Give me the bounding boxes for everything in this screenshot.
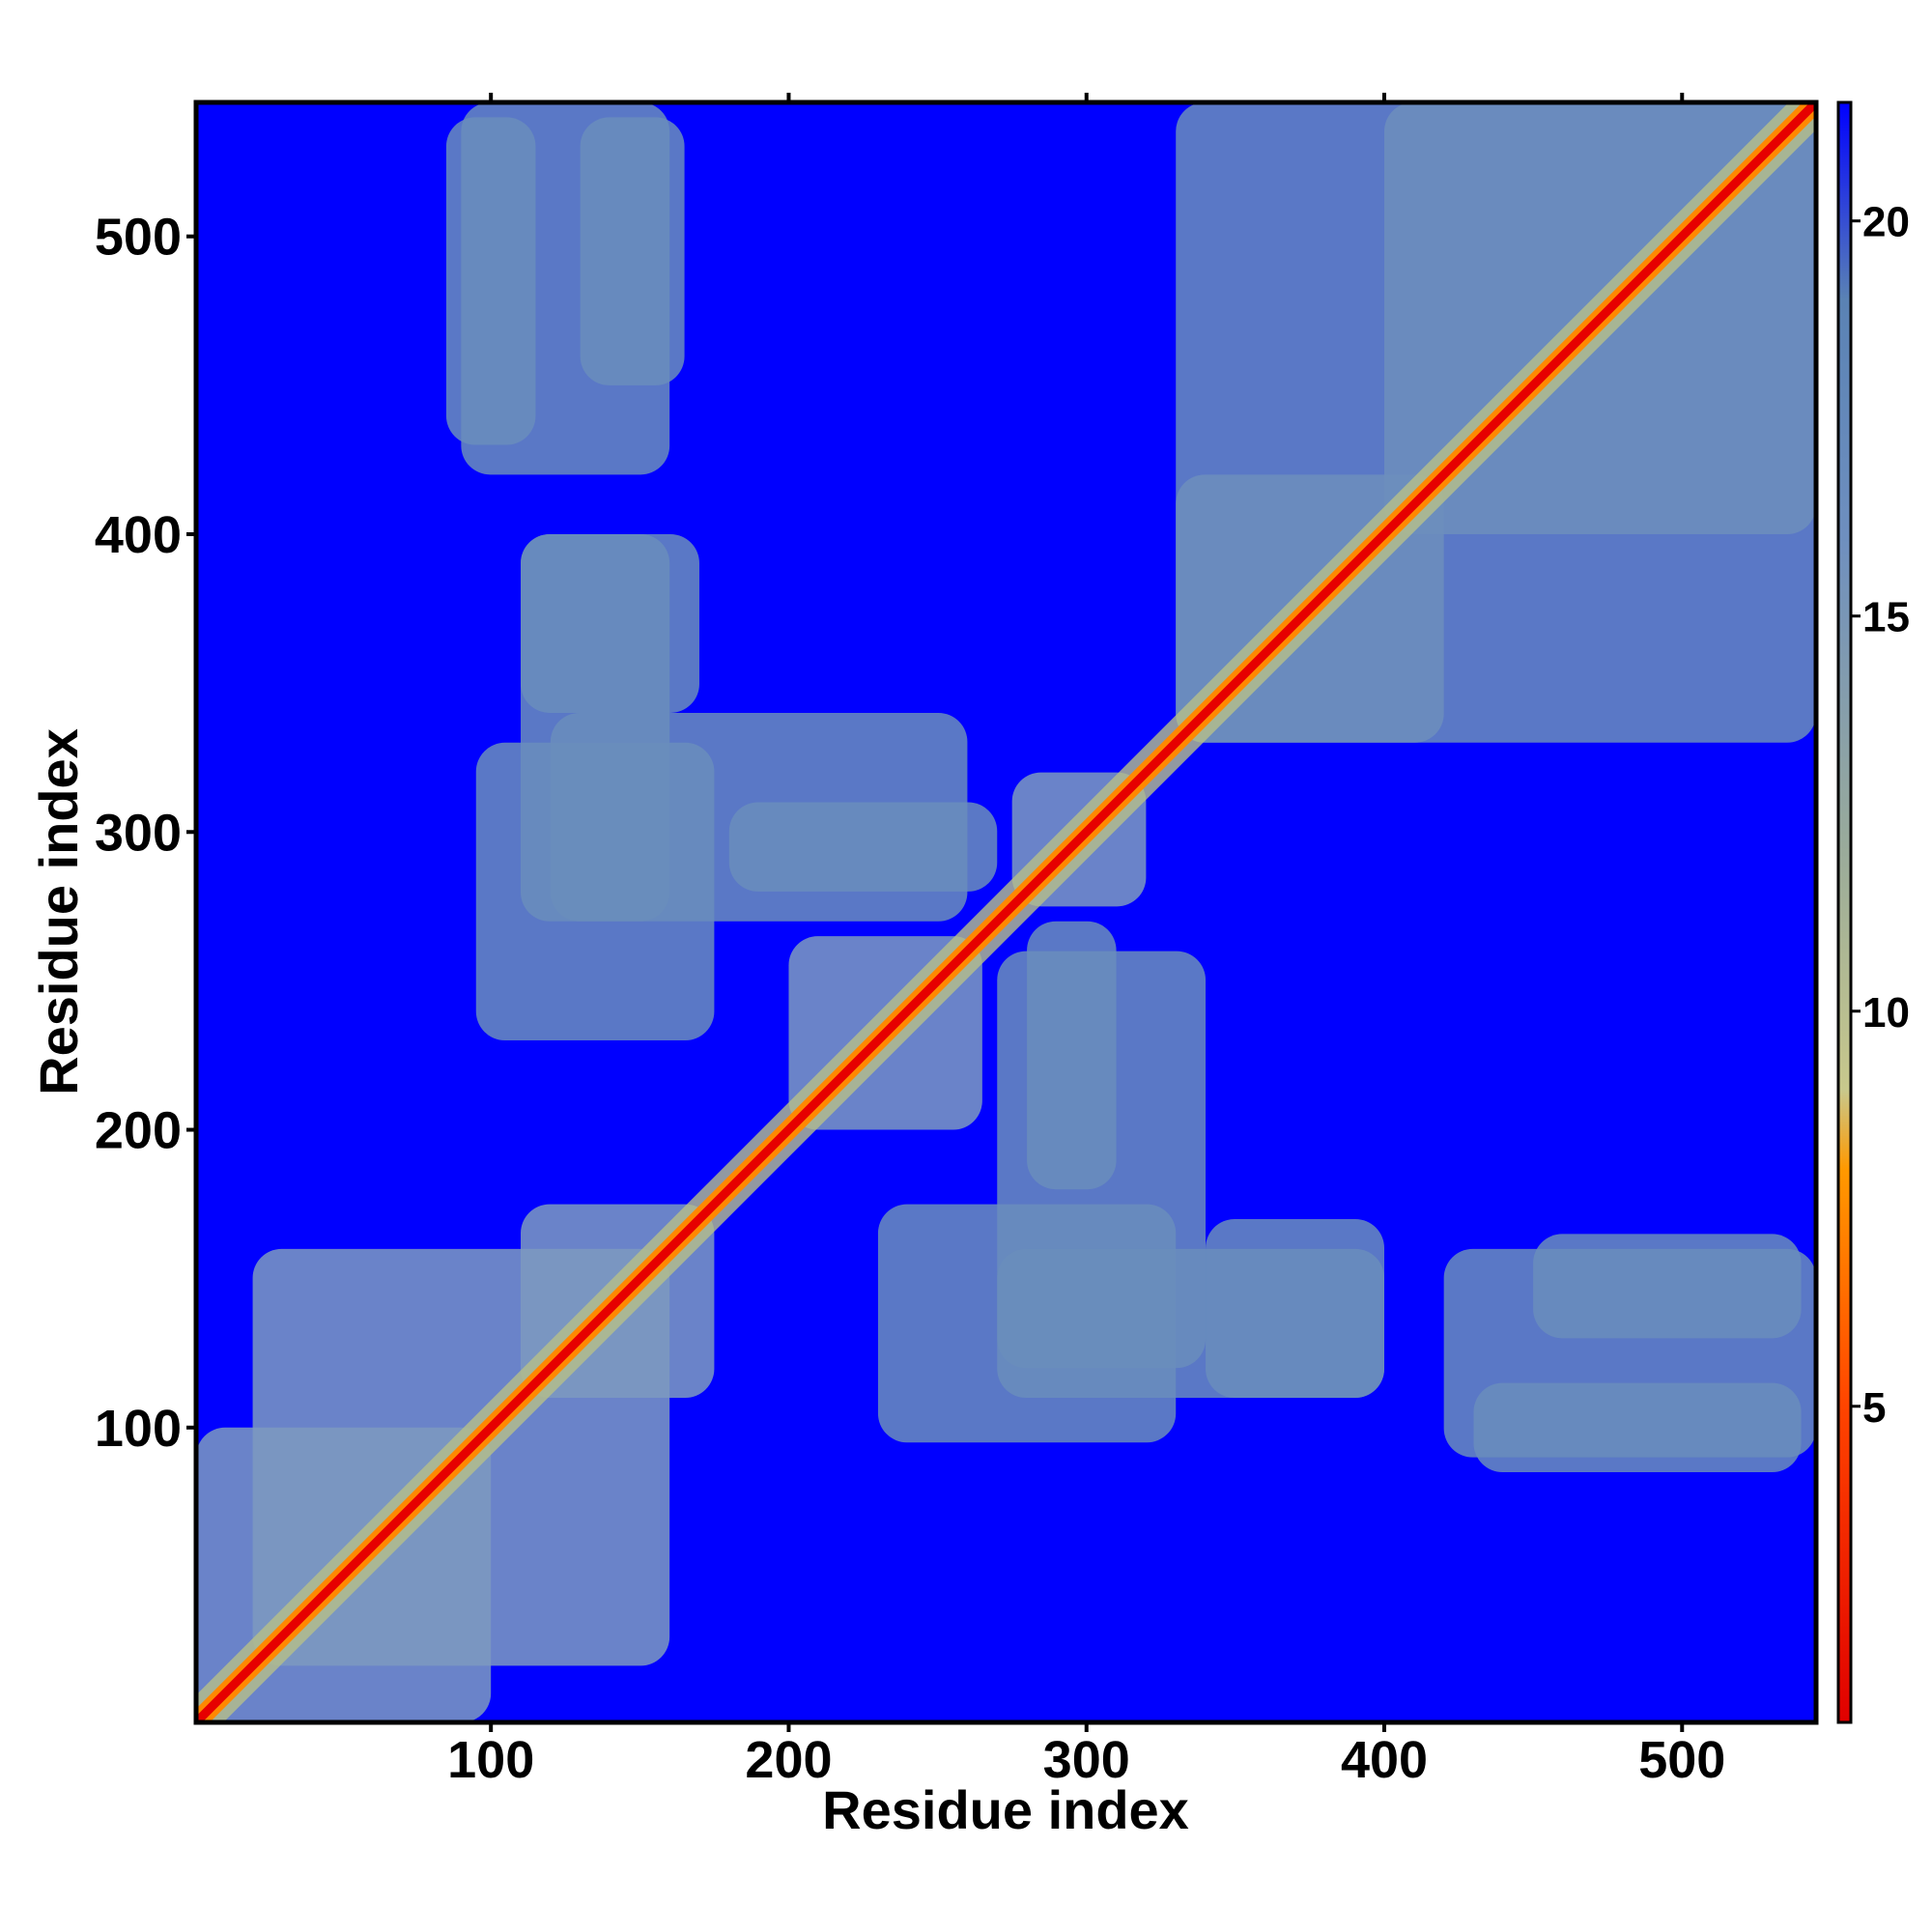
colorbar-ticks: 5 10 15 20 [1851, 199, 1910, 1432]
colorbar-frame [1836, 100, 1853, 1724]
colorbar-tick-label: 5 [1862, 1384, 1886, 1432]
y-axis: 100 200 300 400 500 [95, 209, 196, 1458]
contact-block [997, 1248, 1385, 1398]
colorbar-tick-label: 20 [1862, 199, 1910, 246]
y-tick-label: 500 [95, 209, 182, 267]
colorbar-tick-label: 15 [1862, 594, 1910, 641]
x-tick-label: 300 [1043, 1731, 1130, 1789]
contact-block-mirror [521, 533, 670, 922]
x-axis-title: Residue index [822, 1779, 1189, 1840]
x-tick-label: 400 [1341, 1731, 1428, 1789]
contact-block [1443, 1248, 1816, 1458]
x-tick-label: 100 [447, 1731, 534, 1789]
x-axis: 100 200 300 400 500 [447, 93, 1725, 1789]
colorbar: 5 10 15 20 [1836, 100, 1910, 1724]
y-tick-label: 100 [95, 1400, 182, 1458]
y-tick-label: 300 [95, 804, 182, 862]
diagonal-band-core [196, 102, 1816, 1722]
x-tick-label: 200 [745, 1731, 832, 1789]
y-tick-label: 200 [95, 1102, 182, 1160]
heatmap-cells [196, 102, 1816, 1722]
colorbar-tick-label: 10 [1862, 989, 1910, 1037]
y-axis-title: Residue index [28, 728, 89, 1095]
heatmap [196, 102, 1816, 1722]
colorbar-fill [1838, 102, 1851, 1722]
x-tick-label: 500 [1638, 1731, 1725, 1789]
plot-frame [193, 99, 1819, 1725]
y-tick-label: 400 [95, 506, 182, 564]
contact-block-mirror [461, 102, 670, 475]
